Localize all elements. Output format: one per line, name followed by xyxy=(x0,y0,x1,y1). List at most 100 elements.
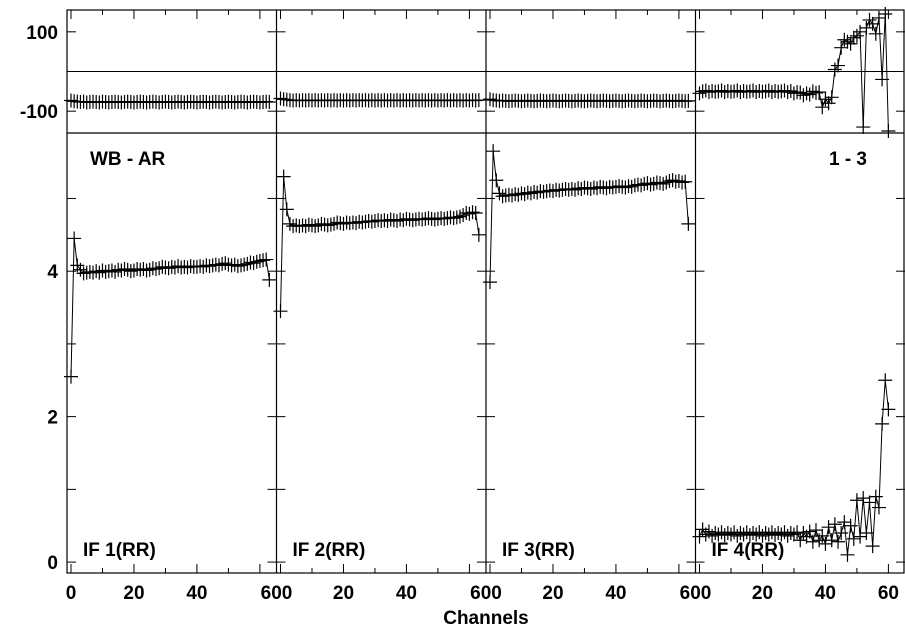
amplitude-point xyxy=(764,525,779,540)
amplitude-point xyxy=(698,527,713,542)
amplitude-point xyxy=(640,176,655,191)
amplitude-point xyxy=(739,525,754,540)
amplitude-point xyxy=(73,262,88,277)
amplitude-point xyxy=(568,182,583,197)
amplitude-point xyxy=(483,275,497,290)
amplitude-point xyxy=(282,216,297,231)
phase-point xyxy=(786,86,801,101)
amplitude-point xyxy=(653,176,668,191)
amplitude-point xyxy=(840,547,855,562)
amplitude-point xyxy=(389,214,404,228)
phase-point xyxy=(783,83,798,98)
amplitude-point xyxy=(824,533,839,548)
phase-point xyxy=(868,26,883,41)
amplitude-point xyxy=(821,520,836,535)
amplitude-point xyxy=(871,500,886,515)
x-tick-label: 20 xyxy=(752,583,773,604)
x-axis-title: Channels xyxy=(443,608,529,629)
amplitude-point xyxy=(405,213,420,228)
amplitude-point xyxy=(246,256,261,271)
amplitude-point xyxy=(837,515,852,530)
amplitude-point xyxy=(843,518,858,533)
amplitude-point xyxy=(746,526,761,540)
amplitude-point xyxy=(234,258,249,273)
amplitude-point xyxy=(868,489,883,504)
amplitude-point xyxy=(323,217,338,232)
amplitude-point xyxy=(671,174,686,188)
amplitude-point xyxy=(180,260,195,275)
amplitude-point xyxy=(249,254,264,269)
amplitude-point xyxy=(446,211,461,226)
amplitude-point xyxy=(421,211,436,226)
amplitude-point xyxy=(259,252,274,267)
amplitude-point xyxy=(437,211,452,226)
amplitude-point xyxy=(120,262,135,277)
amplitude-point xyxy=(730,528,745,543)
amplitude-point xyxy=(64,369,78,384)
x-tick-label: 20 xyxy=(123,583,144,604)
amplitude-point xyxy=(621,179,636,194)
amplitude-point xyxy=(76,266,91,281)
amplitude-point xyxy=(727,525,742,540)
amplitude-point xyxy=(790,525,805,540)
amplitude-point xyxy=(749,527,764,542)
panel-label: IF 4(RR) xyxy=(712,540,785,561)
amplitude-point xyxy=(211,258,226,273)
phase-point xyxy=(471,93,486,108)
amplitude-point xyxy=(624,179,639,194)
phase-point xyxy=(824,90,839,105)
phase-point xyxy=(793,85,808,100)
amplitude-point xyxy=(705,528,720,543)
amplitude-point xyxy=(262,272,277,287)
phase-point xyxy=(865,16,880,31)
amplitude-point xyxy=(355,215,370,230)
amplitude-point xyxy=(196,259,211,274)
phase-point xyxy=(821,96,836,111)
y-tick-label: 4 xyxy=(47,262,58,283)
phase-point xyxy=(827,62,842,77)
amplitude-point xyxy=(449,210,464,225)
phase-point xyxy=(831,58,846,73)
x-tick-label: 0 xyxy=(66,583,77,604)
amplitude-point xyxy=(583,182,598,196)
amplitude-point xyxy=(736,527,751,542)
phase-point xyxy=(878,6,893,21)
phase-point xyxy=(875,72,890,87)
amplitude-point xyxy=(468,206,483,220)
phase-point xyxy=(681,93,696,108)
amplitude-point xyxy=(711,527,726,542)
amplitude-point xyxy=(659,175,674,190)
amplitude-point xyxy=(752,525,767,540)
amplitude-point xyxy=(164,259,179,274)
amplitude-point xyxy=(465,205,480,220)
amplitude-point xyxy=(320,218,335,233)
phase-point xyxy=(815,100,830,115)
phase-point xyxy=(273,91,288,106)
amplitude-point xyxy=(452,209,467,224)
x-tick-label: 40 xyxy=(186,583,207,604)
x-tick-label: 600 xyxy=(680,583,712,604)
x-tick-label: 40 xyxy=(815,583,836,604)
amplitude-point xyxy=(456,208,471,223)
amplitude-point xyxy=(240,256,255,271)
amplitude-point xyxy=(489,173,504,188)
amplitude-point xyxy=(517,187,532,202)
amplitude-point xyxy=(139,263,154,278)
amplitude-point xyxy=(336,216,351,231)
amplitude-point xyxy=(399,211,414,226)
amplitude-point xyxy=(492,186,507,201)
amplitude-point xyxy=(136,262,151,276)
amplitude-point xyxy=(717,528,732,543)
amplitude-point xyxy=(149,262,164,276)
amplitude-point xyxy=(552,183,567,198)
x-tick-label: 600 xyxy=(470,583,502,604)
phase-point xyxy=(834,40,849,55)
amplitude-point xyxy=(123,264,138,279)
amplitude-point xyxy=(301,217,316,232)
amplitude-point xyxy=(862,495,877,510)
amplitude-point xyxy=(486,144,501,159)
x-tick-label: 20 xyxy=(333,583,354,604)
amplitude-point xyxy=(780,528,795,543)
amplitude-line xyxy=(280,176,480,312)
amplitude-point xyxy=(692,529,707,544)
